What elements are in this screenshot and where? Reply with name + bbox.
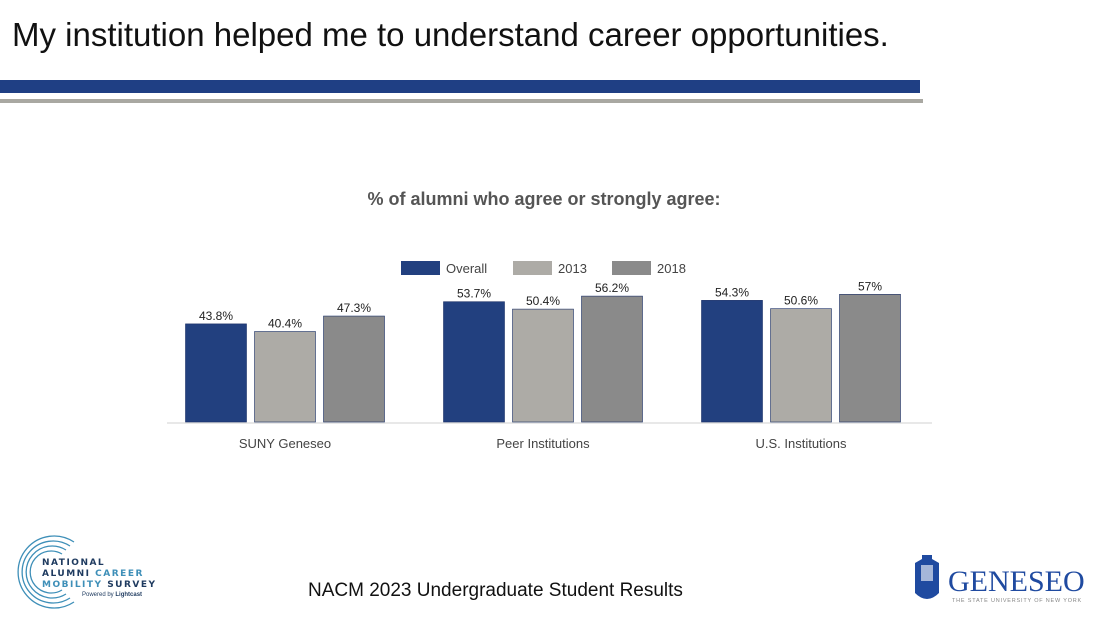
bar-2018-0	[323, 315, 385, 423]
nacms-logo: NATIONAL ALUMNI CAREER MOBILITY SURVEY P…	[17, 535, 157, 609]
data-label: 50.6%	[784, 294, 818, 308]
bar-2013-1	[512, 308, 574, 423]
svg-text:NATIONAL: NATIONAL	[42, 558, 105, 568]
data-label: 43.8%	[199, 309, 233, 323]
legend-swatch	[401, 261, 440, 275]
svg-text:THE STATE UNIVERSITY OF NEW YO: THE STATE UNIVERSITY OF NEW YORK	[952, 598, 1082, 604]
legend-label: 2018	[657, 261, 686, 276]
bar-2013-2	[770, 308, 832, 423]
svg-text:MOBILITY SURVEY: MOBILITY SURVEY	[42, 580, 157, 590]
bar-overall-2	[701, 300, 763, 423]
category-label: Peer Institutions	[496, 436, 590, 451]
legend-label: Overall	[446, 261, 487, 276]
bar-2018-2	[839, 294, 901, 423]
geneseo-logo: GENESEO THE STATE UNIVERSITY OF NEW YORK	[915, 555, 1085, 604]
svg-text:ALUMNI CAREER: ALUMNI CAREER	[42, 569, 144, 579]
bar-2013-0	[254, 331, 316, 423]
data-label: 47.3%	[337, 301, 371, 315]
header-divider-gray	[0, 99, 923, 103]
legend-swatch	[612, 261, 651, 275]
chart-title: % of alumni who agree or strongly agree:	[367, 189, 720, 209]
data-label: 53.7%	[457, 287, 491, 301]
footer-text: NACM 2023 Undergraduate Student Results	[308, 580, 683, 601]
data-label: 40.4%	[268, 317, 302, 331]
slide-title: My institution helped me to understand c…	[12, 16, 889, 53]
header-divider-blue	[0, 80, 920, 93]
data-label: 54.3%	[715, 285, 749, 299]
data-label: 56.2%	[595, 281, 629, 295]
bar-2018-1	[581, 295, 643, 423]
svg-text:GENESEO: GENESEO	[948, 565, 1085, 598]
data-label: 57%	[858, 279, 882, 293]
bar-overall-1	[443, 301, 505, 423]
category-label: U.S. Institutions	[755, 436, 847, 451]
legend-label: 2013	[558, 261, 587, 276]
data-label: 50.4%	[526, 294, 560, 308]
bar-overall-0	[185, 323, 247, 423]
category-label: SUNY Geneseo	[239, 436, 331, 451]
svg-text:Powered by Lightcast: Powered by Lightcast	[82, 592, 142, 598]
legend-swatch	[513, 261, 552, 275]
